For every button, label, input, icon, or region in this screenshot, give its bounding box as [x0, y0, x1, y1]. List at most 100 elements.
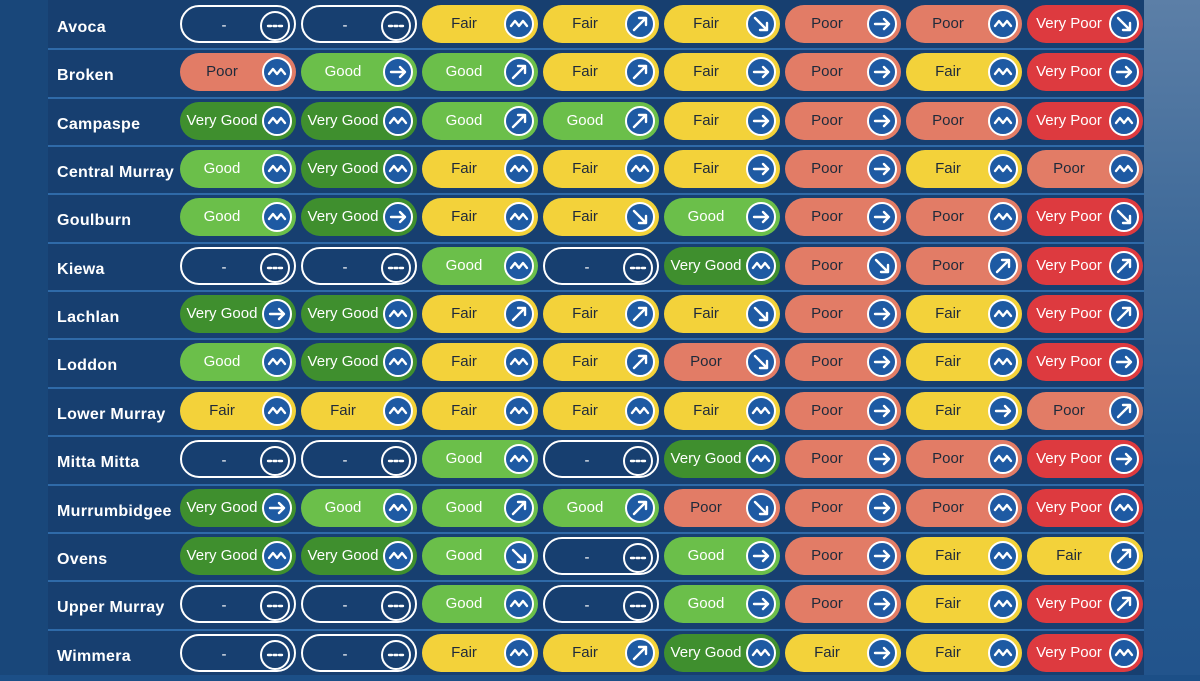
status-pill[interactable]: Good — [422, 101, 538, 140]
status-pill[interactable]: Fair — [906, 150, 1022, 189]
status-pill[interactable]: Poor — [906, 246, 1022, 285]
status-pill[interactable]: Good — [180, 343, 296, 382]
status-pill[interactable]: Poor — [785, 488, 901, 527]
status-pill[interactable]: - — [180, 633, 296, 672]
status-pill[interactable]: Poor — [664, 488, 780, 527]
status-pill[interactable]: Poor — [785, 53, 901, 92]
status-pill[interactable]: - — [543, 585, 659, 624]
status-pill[interactable]: Very Good — [301, 101, 417, 140]
status-pill[interactable]: Poor — [785, 198, 901, 237]
status-pill[interactable]: Fair — [301, 391, 417, 430]
status-pill[interactable]: - — [543, 536, 659, 575]
status-pill[interactable]: Fair — [785, 633, 901, 672]
status-pill[interactable]: - — [301, 440, 417, 479]
status-pill[interactable]: Very Good — [180, 488, 296, 527]
status-pill[interactable]: - — [180, 585, 296, 624]
status-pill[interactable]: Fair — [664, 295, 780, 334]
status-pill[interactable]: Fair — [1027, 536, 1143, 575]
status-pill[interactable]: Poor — [785, 101, 901, 140]
status-pill[interactable]: Very Poor — [1027, 488, 1143, 527]
status-pill[interactable]: Very Good — [301, 536, 417, 575]
status-pill[interactable]: Very Good — [301, 198, 417, 237]
status-pill[interactable]: Very Poor — [1027, 585, 1143, 624]
status-pill[interactable]: Good — [664, 198, 780, 237]
status-pill[interactable]: Poor — [1027, 150, 1143, 189]
status-pill[interactable]: Very Poor — [1027, 440, 1143, 479]
status-pill[interactable]: Poor — [785, 440, 901, 479]
status-pill[interactable]: Fair — [906, 585, 1022, 624]
status-pill[interactable]: Fair — [906, 536, 1022, 575]
status-pill[interactable]: - — [301, 5, 417, 43]
status-pill[interactable]: Poor — [180, 53, 296, 92]
status-pill[interactable]: Fair — [422, 5, 538, 43]
status-pill[interactable]: Fair — [543, 5, 659, 43]
status-pill[interactable]: Fair — [180, 391, 296, 430]
status-pill[interactable]: Fair — [543, 633, 659, 672]
status-pill[interactable]: Poor — [785, 391, 901, 430]
status-pill[interactable]: Fair — [906, 633, 1022, 672]
status-pill[interactable]: Poor — [785, 585, 901, 624]
status-pill[interactable]: Very Good — [180, 536, 296, 575]
status-pill[interactable]: Fair — [906, 53, 1022, 92]
status-pill[interactable]: Fair — [422, 391, 538, 430]
status-pill[interactable]: Poor — [906, 101, 1022, 140]
status-pill[interactable]: Good — [543, 101, 659, 140]
status-pill[interactable]: Poor — [906, 198, 1022, 237]
status-pill[interactable]: Poor — [785, 295, 901, 334]
status-pill[interactable]: - — [180, 246, 296, 285]
status-pill[interactable]: Fair — [543, 391, 659, 430]
status-pill[interactable]: Good — [422, 536, 538, 575]
status-pill[interactable]: Poor — [785, 246, 901, 285]
status-pill[interactable]: Poor — [785, 5, 901, 43]
status-pill[interactable]: Fair — [543, 343, 659, 382]
status-pill[interactable]: Very Good — [664, 633, 780, 672]
status-pill[interactable]: Very Good — [301, 150, 417, 189]
status-pill[interactable]: - — [180, 440, 296, 479]
status-pill[interactable]: Fair — [543, 295, 659, 334]
status-pill[interactable]: Good — [422, 53, 538, 92]
status-pill[interactable]: Fair — [664, 53, 780, 92]
status-pill[interactable]: Fair — [906, 295, 1022, 334]
status-pill[interactable]: Poor — [785, 536, 901, 575]
status-pill[interactable]: Poor — [664, 343, 780, 382]
status-pill[interactable]: Fair — [422, 150, 538, 189]
status-pill[interactable]: Good — [422, 246, 538, 285]
status-pill[interactable]: Fair — [906, 343, 1022, 382]
status-pill[interactable]: - — [180, 5, 296, 43]
status-pill[interactable]: Fair — [422, 633, 538, 672]
status-pill[interactable]: Fair — [543, 53, 659, 92]
status-pill[interactable]: Very Poor — [1027, 633, 1143, 672]
status-pill[interactable]: Fair — [543, 150, 659, 189]
status-pill[interactable]: Poor — [906, 440, 1022, 479]
status-pill[interactable]: Good — [180, 198, 296, 237]
status-pill[interactable]: Good — [301, 488, 417, 527]
status-pill[interactable]: Very Good — [180, 295, 296, 334]
status-pill[interactable]: Very Good — [301, 295, 417, 334]
status-pill[interactable]: Very Poor — [1027, 101, 1143, 140]
status-pill[interactable]: Good — [180, 150, 296, 189]
status-pill[interactable]: Very Good — [180, 101, 296, 140]
status-pill[interactable]: Fair — [664, 150, 780, 189]
status-pill[interactable]: Good — [664, 536, 780, 575]
status-pill[interactable]: Fair — [422, 295, 538, 334]
status-pill[interactable]: Good — [422, 488, 538, 527]
status-pill[interactable]: Good — [422, 440, 538, 479]
status-pill[interactable]: Very Poor — [1027, 246, 1143, 285]
status-pill[interactable]: Very Poor — [1027, 198, 1143, 237]
status-pill[interactable]: Poor — [785, 150, 901, 189]
status-pill[interactable]: Poor — [1027, 391, 1143, 430]
status-pill[interactable]: - — [543, 246, 659, 285]
status-pill[interactable]: - — [301, 585, 417, 624]
status-pill[interactable]: Poor — [906, 488, 1022, 527]
status-pill[interactable]: Very Poor — [1027, 5, 1143, 43]
status-pill[interactable]: Fair — [664, 101, 780, 140]
status-pill[interactable]: Fair — [664, 5, 780, 43]
status-pill[interactable]: Good — [422, 585, 538, 624]
status-pill[interactable]: - — [301, 246, 417, 285]
status-pill[interactable]: - — [543, 440, 659, 479]
status-pill[interactable]: - — [301, 633, 417, 672]
status-pill[interactable]: Very Good — [301, 343, 417, 382]
status-pill[interactable]: Fair — [664, 391, 780, 430]
status-pill[interactable]: Very Good — [664, 246, 780, 285]
status-pill[interactable]: Fair — [422, 343, 538, 382]
